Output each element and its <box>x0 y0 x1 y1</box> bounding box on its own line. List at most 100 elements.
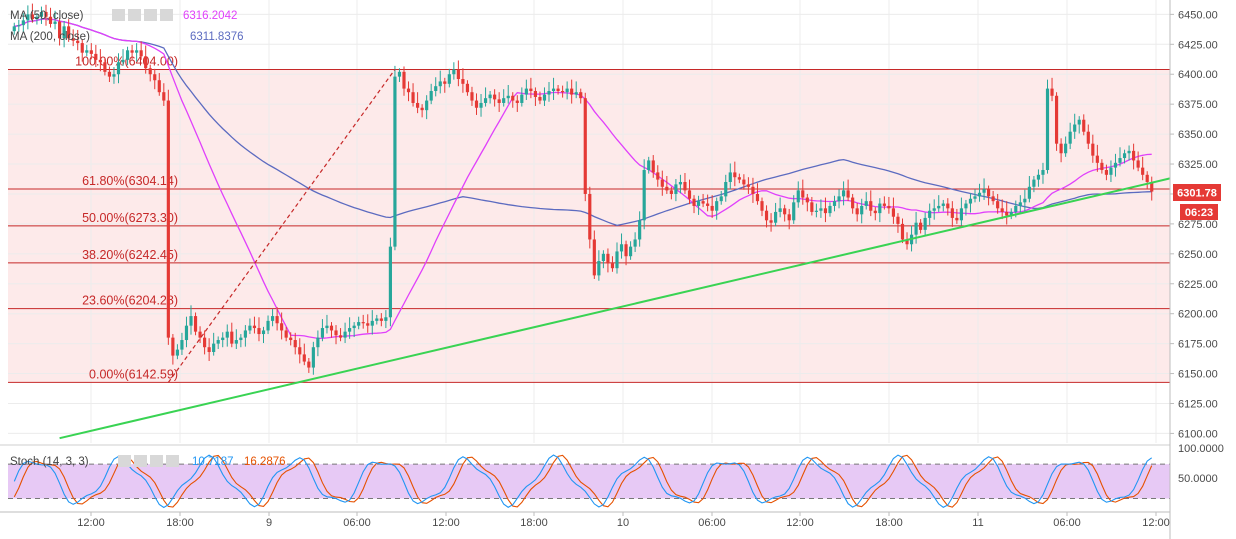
x-tick-label-8: 12:00 <box>786 517 814 529</box>
candle-body-114 <box>529 88 533 91</box>
candle-body-160 <box>737 177 741 180</box>
candle-body-156 <box>719 196 723 202</box>
candle-body-135 <box>624 244 628 257</box>
candle-body-18 <box>94 53 98 60</box>
candle-body-61 <box>289 337 293 341</box>
stoch-legend: Stoch (14, 3, 3) 10.7187 16.2876 <box>10 455 286 468</box>
candle-body-99 <box>461 79 465 84</box>
add-icon[interactable] <box>144 9 157 21</box>
stoch-d-value: 16.2876 <box>244 456 286 468</box>
candle-body-130 <box>601 253 605 262</box>
candle-body-31 <box>153 74 157 81</box>
candle-body-96 <box>447 74 451 84</box>
settings-icon[interactable] <box>128 9 141 21</box>
candle-body-149 <box>687 190 692 199</box>
candle-body-102 <box>474 100 479 108</box>
ma200-line <box>14 18 1152 227</box>
candle-body-121 <box>561 90 565 93</box>
candle-body-80 <box>375 318 379 321</box>
candle-body-91 <box>425 100 429 111</box>
candle-body-120 <box>556 88 560 91</box>
x-tick-label-2: 9 <box>266 517 272 529</box>
ma200-legend-value: 6311.8376 <box>190 31 244 43</box>
candle-body-236 <box>1082 119 1086 132</box>
candle-body-208 <box>955 217 959 221</box>
stoch-add-icon[interactable] <box>150 455 163 467</box>
candle-body-203 <box>932 208 936 211</box>
candle-body-24 <box>121 59 125 63</box>
candle-body-70 <box>329 325 334 331</box>
x-tick-label-3: 06:00 <box>343 517 371 529</box>
candle-body-84 <box>393 76 397 247</box>
candle-body-105 <box>488 94 492 99</box>
candle-body-186 <box>855 208 859 215</box>
candle-body-223 <box>1023 198 1027 203</box>
candle-body-187 <box>860 205 864 215</box>
candle-body-157 <box>724 181 728 197</box>
stoch-settings-icon[interactable] <box>134 455 147 467</box>
candle-body-4 <box>30 14 34 20</box>
y-tick-label-4: 6350.00 <box>1178 129 1218 141</box>
stoch-close-icon[interactable] <box>166 455 179 467</box>
y-tick-label-5: 6325.00 <box>1178 159 1218 171</box>
y-tick-label-14: 6100.00 <box>1178 428 1218 440</box>
candle-body-34 <box>166 100 170 338</box>
candle-body-132 <box>610 263 615 269</box>
candle-body-167 <box>769 220 773 223</box>
candle-body-163 <box>751 186 755 194</box>
x-tick-label-12: 12:00 <box>1142 517 1170 529</box>
candle-body-77 <box>361 322 365 324</box>
annotations-layer <box>59 69 1171 440</box>
candle-body-0 <box>12 26 16 32</box>
candle-body-129 <box>597 261 601 276</box>
candle-body-228 <box>1045 88 1050 171</box>
candle-body-41 <box>198 331 202 338</box>
candle-body-109 <box>506 95 510 99</box>
candle-body-92 <box>429 90 433 101</box>
candle-body-131 <box>606 253 610 264</box>
stoch-eye-icon[interactable] <box>118 455 131 467</box>
candle-body-81 <box>379 318 383 321</box>
candle-body-43 <box>207 347 211 353</box>
grid-layer <box>8 0 1170 443</box>
candle-body-217 <box>996 201 1000 209</box>
x-tick-label-4: 12:00 <box>432 517 460 529</box>
candle-body-177 <box>814 210 818 212</box>
eye-icon[interactable] <box>112 9 125 21</box>
close-icon[interactable] <box>160 9 173 21</box>
candle-body-142 <box>656 172 660 180</box>
candle-body-27 <box>135 50 139 53</box>
candle-body-71 <box>334 330 338 336</box>
candle-body-188 <box>864 201 868 206</box>
candle-body-49 <box>234 340 238 344</box>
candle-body-221 <box>1014 205 1018 212</box>
candle-body-97 <box>452 69 456 75</box>
candle-body-190 <box>873 210 877 214</box>
fib-label-2: 50.00%(6273.30) <box>82 211 178 225</box>
candle-body-16 <box>85 50 89 53</box>
x-tick-label-6: 10 <box>617 517 629 529</box>
fib-label-3: 38.20%(6242.45) <box>82 248 178 262</box>
y-tick-label-3: 6375.00 <box>1178 99 1218 111</box>
candle-body-225 <box>1032 179 1036 187</box>
candle-body-239 <box>1095 155 1099 163</box>
stoch-d-line <box>13 454 1153 508</box>
candle-body-183 <box>841 190 846 197</box>
candle-body-227 <box>1041 170 1045 175</box>
candle-body-136 <box>628 246 633 257</box>
candle-body-193 <box>887 205 891 209</box>
candle-body-250 <box>1145 174 1149 182</box>
candle-body-128 <box>592 239 596 276</box>
candle-body-116 <box>538 96 542 101</box>
candle-body-229 <box>1050 88 1054 96</box>
fib-anchor-line <box>167 69 396 383</box>
candle-body-57 <box>270 316 275 321</box>
y-tick-label-11: 6175.00 <box>1178 339 1218 351</box>
stoch-k-line <box>13 454 1153 509</box>
candle-body-86 <box>402 71 406 89</box>
stoch-tick-label-0: 100.0000 <box>1178 443 1224 455</box>
stoch-k-value: 10.7187 <box>192 456 234 468</box>
candle-body-75 <box>352 325 356 329</box>
candle-body-54 <box>257 328 261 335</box>
candle-body-182 <box>837 196 841 202</box>
